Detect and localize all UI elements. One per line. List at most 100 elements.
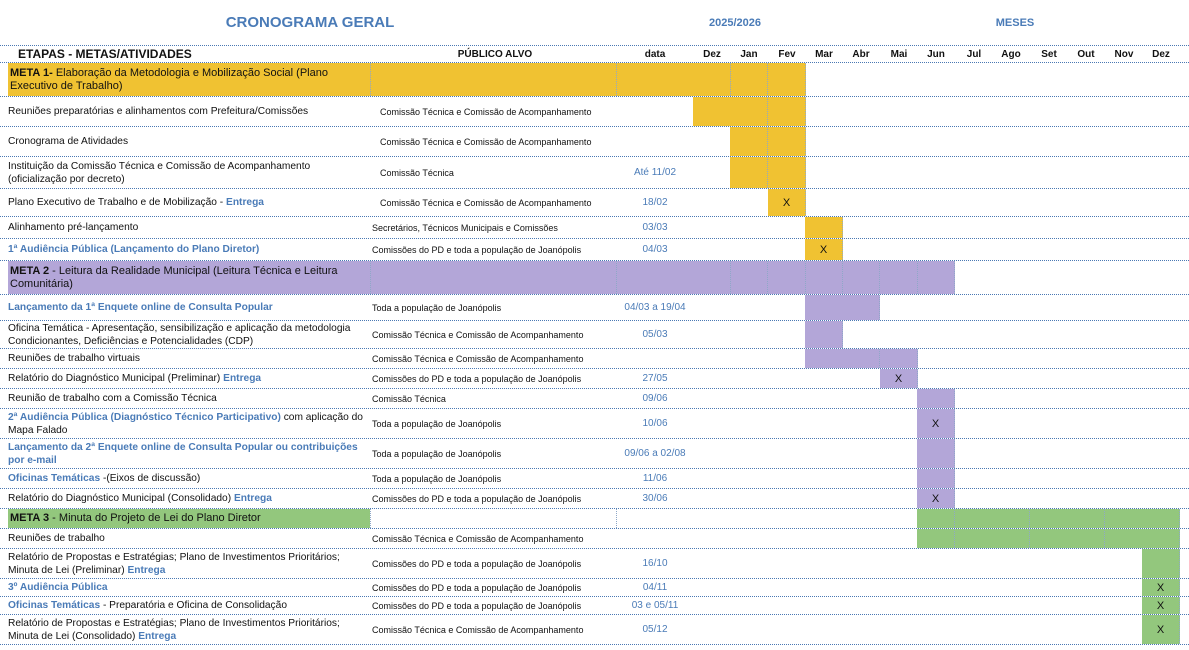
activity-row: Relatório de Propostas e Estratégias; Pl… — [0, 549, 1189, 579]
month-header-2: Fev — [778, 48, 796, 60]
month-header-5: Mai — [890, 48, 908, 60]
cell-divider — [370, 509, 371, 528]
highlight-text: Entrega — [233, 493, 272, 504]
activity-date: 05/03 — [642, 329, 668, 340]
month-bar — [805, 217, 843, 238]
month-bar — [805, 321, 843, 348]
activity-name: 3º Audiência Pública — [8, 579, 368, 596]
activity-text: Relatório de Propostas e Estratégias; Pl… — [8, 617, 368, 643]
month-bar — [992, 509, 1030, 528]
activity-date: 30/06 — [642, 493, 668, 504]
month-bar: X — [768, 189, 806, 216]
activity-text: Relatório de Propostas e Estratégias; Pl… — [8, 551, 368, 577]
plain-text: Instituição da Comissão Técnica e Comiss… — [8, 160, 311, 185]
month-bar — [917, 389, 955, 408]
activity-text: Plano Executivo de Trabalho e de Mobiliz… — [8, 196, 264, 209]
plain-text: Reuniões preparatórias e alinhamentos co… — [8, 106, 309, 117]
audience-header: PÚBLICO ALVO — [457, 48, 533, 60]
month-cell — [805, 261, 843, 294]
audience: Toda a população de Joanópolis — [372, 418, 502, 429]
activity-text: Cronograma de Atividades — [8, 135, 128, 148]
month-header-1: Jan — [740, 48, 758, 60]
plain-text: Reunião de trabalho com a Comissão Técni… — [8, 393, 217, 404]
month-header-12: Dez — [1152, 48, 1170, 60]
deliverable-mark: X — [819, 243, 828, 256]
month-bar — [1067, 529, 1105, 548]
activity-name: Relatório de Propostas e Estratégias; Pl… — [8, 615, 368, 644]
activity-date: 18/02 — [642, 197, 668, 208]
header-row: ETAPAS - METAS/ATIVIDADES PÚBLICO ALVO d… — [0, 46, 1189, 63]
activity-row: Instituição da Comissão Técnica e Comiss… — [0, 157, 1189, 189]
activity-name: 2ª Audiência Pública (Diagnóstico Técnic… — [8, 409, 368, 438]
month-header-8: Ago — [1001, 48, 1021, 60]
activity-text: Lançamento da 2ª Enquete online de Consu… — [8, 441, 368, 467]
month-header-4: Abr — [852, 48, 870, 60]
activity-row: 3º Audiência Pública Comissões do PD e to… — [0, 579, 1189, 597]
highlight-text: Entrega — [127, 564, 166, 576]
activity-date: 04/03 — [642, 244, 668, 255]
month-cell — [693, 261, 731, 294]
month-bar — [1142, 549, 1180, 578]
activity-date: 04/03 a 19/04 — [624, 302, 686, 313]
highlight-text: 2ª Audiência Pública (Diagnóstico Técnic… — [8, 411, 281, 423]
month-cell — [917, 261, 955, 294]
month-bar — [768, 127, 806, 156]
activity-name: 1ª Audiência Pública (Lançamento do Plan… — [8, 239, 368, 260]
plain-text: - Preparatória e Oficina de Consolidação — [100, 600, 287, 611]
months-label: MESES — [995, 16, 1035, 29]
activity-name: Relatório do Diagnóstico Municipal (Prel… — [8, 369, 368, 388]
audience: Comissão Técnica e Comissão de Acompanha… — [372, 329, 584, 340]
plain-text: -(Eixos de discussão) — [100, 473, 201, 484]
deliverable-mark: X — [782, 196, 791, 209]
title-row: CRONOGRAMA GERAL 2025/2026 MESES — [0, 0, 1189, 46]
activity-text: 1ª Audiência Pública (Lançamento do Plan… — [8, 243, 259, 256]
activity-date — [616, 127, 694, 156]
activity-name: Lançamento da 1ª Enquete online de Consu… — [8, 295, 368, 320]
audience: Comissão Técnica e Comissão de Acompanha… — [380, 197, 592, 208]
highlight-text: Lançamento da 1ª Enquete online de Consu… — [8, 302, 273, 313]
month-bar — [955, 509, 993, 528]
activity-row: Alinhamento pré-lançamento Secretários, T… — [0, 217, 1189, 239]
plain-text: com aplicação do Mapa Falado — [8, 411, 363, 436]
date-header: data — [644, 48, 666, 60]
meta-title: META 1- Elaboração da Metodologia e Mobi… — [10, 63, 370, 96]
cell-divider — [616, 261, 617, 294]
audience: Comissões do PD e toda a população de Jo… — [372, 493, 582, 504]
page-title: CRONOGRAMA GERAL — [225, 14, 395, 31]
activity-row: Cronograma de Atividades Comissão Técnica… — [0, 127, 1189, 157]
activity-name: Oficinas Temáticas -(Eixos de discussão) — [8, 469, 368, 488]
month-header-10: Out — [1077, 48, 1095, 60]
audience: Toda a população de Joanópolis — [372, 473, 502, 484]
audience: Comissões do PD e toda a população de Jo… — [372, 558, 582, 569]
month-bar — [1142, 529, 1180, 548]
activity-date: 16/10 — [642, 558, 668, 569]
month-bar — [768, 97, 806, 126]
activity-name: Lançamento da 2ª Enquete online de Consu… — [8, 439, 368, 468]
month-cell — [842, 261, 880, 294]
month-bar — [693, 97, 731, 126]
activity-date: 10/06 — [642, 418, 668, 429]
meta-title-wrap: META 1- Elaboração da Metodologia e Mobi… — [10, 67, 370, 93]
meta-band — [8, 63, 806, 96]
audience: Toda a população de Joanópolis — [372, 448, 502, 459]
plain-text: Oficina Temática - Apresentação, sensibi… — [8, 322, 351, 347]
activity-row: Reuniões de trabalho virtuais Comissão Té… — [0, 349, 1189, 369]
month-bar: X — [1142, 579, 1180, 596]
year-label: 2025/2026 — [709, 16, 761, 29]
month-bar — [955, 529, 993, 548]
audience: Comissão Técnica e Comissão de Acompanha… — [380, 106, 592, 117]
deliverable-mark: X — [1156, 581, 1165, 594]
month-cell — [768, 261, 806, 294]
month-bar: X — [917, 489, 955, 508]
month-header-9: Set — [1041, 48, 1057, 60]
month-bar: X — [805, 239, 843, 260]
activity-text: Lançamento da 1ª Enquete online de Consu… — [8, 301, 273, 314]
activity-name: Reuniões preparatórias e alinhamentos co… — [8, 97, 368, 126]
month-header-6: Jun — [927, 48, 945, 60]
activity-row: Oficina Temática - Apresentação, sensibi… — [0, 321, 1189, 349]
activity-header: ETAPAS - METAS/ATIVIDADES — [18, 47, 192, 61]
highlight-text: Lançamento da 2ª Enquete online de Consu… — [8, 441, 358, 466]
activity-date: Até 11/02 — [633, 167, 677, 178]
activity-name: Oficinas Temáticas - Preparatória e Ofic… — [8, 597, 368, 614]
activity-name: Oficina Temática - Apresentação, sensibi… — [8, 321, 368, 348]
